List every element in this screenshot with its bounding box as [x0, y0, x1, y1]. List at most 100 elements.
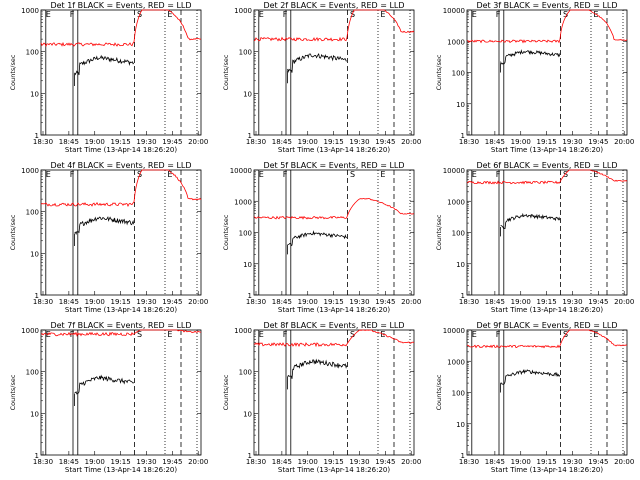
x-tick-label: 18:45 [272, 138, 292, 146]
plot-frame [40, 329, 202, 456]
x-tick-label: 18:45 [485, 298, 505, 306]
panel-title: Det 7f BLACK = Events, RED = LLD [50, 321, 191, 330]
x-tick-label: 19:15 [324, 138, 344, 146]
x-tick-label: 19:30 [349, 298, 369, 306]
y-axis-label: Counts/sec [222, 214, 230, 250]
x-tick-label: 19:45 [375, 298, 395, 306]
interval-marker: E [472, 170, 477, 179]
y-tick-label: 100 [26, 209, 39, 217]
y-tick-label: 100 [239, 369, 252, 377]
x-tick-label: 20:00 [401, 298, 421, 306]
y-tick-label: 10 [456, 101, 465, 109]
x-tick-label: 19:45 [588, 298, 608, 306]
x-tick-label: 20:00 [188, 138, 208, 146]
x-tick-label: 19:30 [136, 138, 156, 146]
x-tick-label: 18:30 [33, 458, 53, 466]
x-tick-label: 18:30 [246, 138, 266, 146]
x-tick-label: 19:00 [85, 138, 105, 146]
interval-marker: E [46, 170, 51, 179]
x-axis-label: Start Time (13-Apr-14 18:26:20) [65, 466, 177, 474]
x-axis-label: Start Time (13-Apr-14 18:26:20) [65, 146, 177, 154]
interval-marker: E [593, 170, 598, 179]
x-tick-label: 19:45 [162, 298, 182, 306]
interval-marker: E [167, 10, 172, 19]
y-axis-label: Counts/sec [9, 54, 17, 90]
interval-marker: F [496, 10, 501, 19]
panel-title: Det 2f BLACK = Events, RED = LLD [263, 1, 404, 10]
y-tick-label: 1000 [21, 167, 39, 175]
x-axis-label: Start Time (13-Apr-14 18:26:20) [491, 466, 603, 474]
x-tick-label: 18:30 [33, 138, 53, 146]
panel-7: Det 7f BLACK = Events, RED = LLD 1 10 100 10… [9, 321, 208, 474]
interval-marker: E [593, 330, 598, 339]
x-tick-label: 20:00 [188, 458, 208, 466]
y-tick-label: 1 [35, 292, 39, 300]
y-tick-label: 1 [248, 452, 252, 460]
y-tick-label: 1 [248, 292, 252, 300]
panel-5: Det 5f BLACK = Events, RED = LLD 1 10 100 10… [222, 161, 421, 314]
y-tick-label: 1000 [21, 7, 39, 15]
x-axis-label: Start Time (13-Apr-14 18:26:20) [491, 146, 603, 154]
y-tick-label: 1 [461, 292, 465, 300]
events-series [500, 49, 561, 65]
y-tick-label: 1000 [234, 198, 252, 206]
x-tick-label: 19:45 [375, 138, 395, 146]
x-tick-label: 18:45 [59, 458, 79, 466]
y-axis-label: Counts/sec [9, 374, 17, 410]
y-tick-label: 10 [30, 90, 39, 98]
lld-series [466, 329, 628, 349]
interval-marker: E [259, 170, 264, 179]
x-tick-label: 19:45 [588, 138, 608, 146]
x-tick-label: 19:30 [562, 138, 582, 146]
y-tick-label: 1000 [447, 358, 465, 366]
x-tick-label: 18:45 [272, 298, 292, 306]
y-tick-label: 10 [243, 261, 252, 269]
y-tick-label: 100 [26, 49, 39, 57]
y-tick-label: 1000 [21, 327, 39, 335]
events-series [287, 230, 348, 247]
y-tick-label: 1000 [447, 198, 465, 206]
y-axis-label: Counts/sec [435, 374, 443, 410]
y-tick-label: 10000 [443, 167, 465, 175]
interval-marker: E [259, 330, 264, 339]
x-tick-label: 19:15 [111, 458, 131, 466]
interval-marker: S [563, 10, 568, 19]
interval-marker: E [46, 10, 51, 19]
panel-title: Det 8f BLACK = Events, RED = LLD [263, 321, 404, 330]
y-axis-label: Counts/sec [435, 54, 443, 90]
plot-frame [40, 169, 202, 296]
events-series [287, 358, 348, 379]
x-tick-label: 18:45 [272, 458, 292, 466]
y-axis-label: Counts/sec [9, 214, 17, 250]
y-tick-label: 1000 [234, 327, 252, 335]
y-tick-label: 1 [35, 132, 39, 140]
interval-marker: E [380, 170, 385, 179]
y-tick-label: 1 [461, 452, 465, 460]
lld-series [253, 9, 415, 42]
y-tick-label: 1 [461, 132, 465, 140]
x-tick-label: 19:15 [537, 138, 557, 146]
y-tick-label: 1 [248, 132, 252, 140]
x-tick-label: 19:30 [136, 458, 156, 466]
y-tick-label: 10000 [443, 7, 465, 15]
x-axis-label: Start Time (13-Apr-14 18:26:20) [491, 306, 603, 314]
panel-title: Det 5f BLACK = Events, RED = LLD [263, 161, 404, 170]
y-tick-label: 10000 [230, 167, 252, 175]
interval-marker: F [283, 330, 288, 339]
x-tick-label: 18:30 [33, 298, 53, 306]
panel-2: Det 2f BLACK = Events, RED = LLD 1 10 100 10… [222, 1, 421, 154]
y-tick-label: 10 [243, 90, 252, 98]
panel-8: Det 8f BLACK = Events, RED = LLD 1 10 100 10… [222, 321, 421, 474]
y-tick-label: 100 [452, 70, 465, 78]
y-tick-label: 10 [30, 410, 39, 418]
panel-title: Det 9f BLACK = Events, RED = LLD [476, 321, 617, 330]
panel-title: Det 3f BLACK = Events, RED = LLD [476, 1, 617, 10]
x-tick-label: 19:30 [349, 458, 369, 466]
x-tick-label: 19:45 [162, 138, 182, 146]
interval-marker: F [283, 10, 288, 19]
lld-series [40, 169, 202, 207]
y-tick-label: 100 [26, 369, 39, 377]
interval-marker: E [472, 10, 477, 19]
events-series [74, 374, 135, 395]
interval-marker: S [563, 170, 568, 179]
